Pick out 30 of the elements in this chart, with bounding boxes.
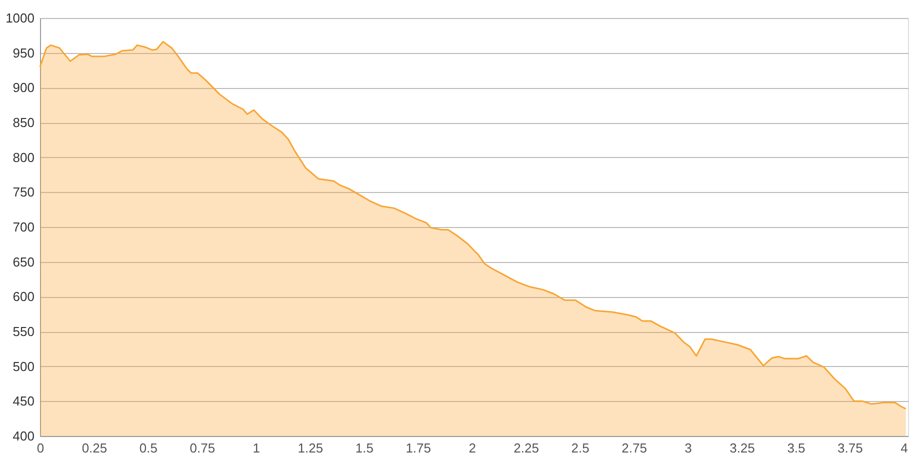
- x-tick-label: 3.75: [838, 440, 863, 456]
- x-tick-label: 1.25: [298, 440, 324, 456]
- x-tick-label: 4: [900, 440, 908, 456]
- x-tick-label: 1.75: [406, 440, 432, 456]
- x-tick-label: 0.25: [82, 440, 108, 456]
- x-tick-label: 1: [252, 440, 260, 456]
- x-tick-label: 0: [36, 440, 44, 456]
- y-tick-label: 950: [12, 45, 34, 60]
- x-tick-label: 3: [684, 440, 692, 456]
- y-tick-label: 400: [12, 428, 34, 444]
- y-tick-label: 1000: [6, 10, 34, 26]
- x-tick-label: 2.25: [514, 440, 539, 456]
- y-tick-label: 450: [12, 394, 34, 409]
- y-tick-label: 900: [12, 80, 34, 96]
- y-tick-label: 700: [12, 220, 34, 234]
- y-tick-label: 750: [12, 184, 34, 200]
- x-tick-label: 0.75: [190, 440, 216, 456]
- x-tick-label: 2.5: [571, 440, 590, 456]
- y-tick-label: 800: [12, 150, 34, 165]
- x-tick-label: 3.5: [787, 440, 806, 456]
- x-tick-label: 0.5: [139, 440, 158, 456]
- y-tick-label: 850: [12, 115, 34, 130]
- x-tick-label: 2.75: [622, 440, 647, 456]
- y-tick-label: 650: [12, 254, 34, 270]
- y-tick-label: 600: [12, 289, 34, 304]
- y-tick-label: 500: [12, 358, 34, 374]
- x-tick-label: 1.5: [355, 440, 374, 456]
- x-tick-label: 3.25: [730, 440, 755, 456]
- x-tick-label: 2: [468, 440, 476, 456]
- y-tick-label: 550: [12, 324, 34, 339]
